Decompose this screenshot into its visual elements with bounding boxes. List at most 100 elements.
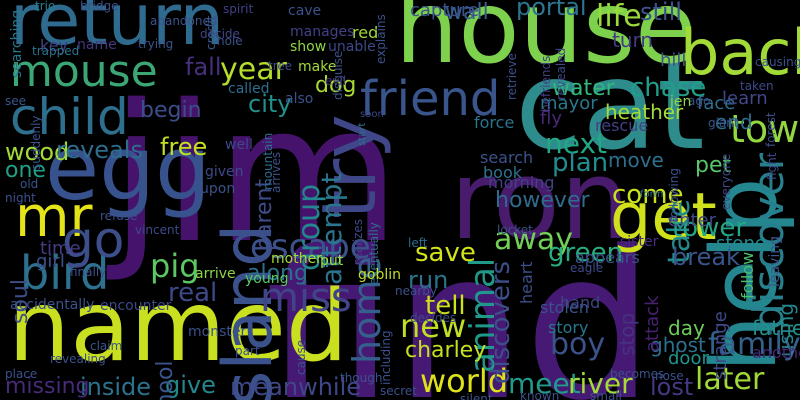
cloud-word: dog xyxy=(315,73,357,98)
cloud-word: manages xyxy=(290,24,355,40)
cloud-word: small xyxy=(590,389,622,400)
cloud-word: suddenly xyxy=(29,115,43,170)
cloud-word: find xyxy=(265,208,655,400)
cloud-word: learn xyxy=(722,88,768,109)
cloud-word: stolen xyxy=(540,298,589,317)
cloud-word: heart xyxy=(517,260,536,304)
cloud-word: claim xyxy=(90,339,123,353)
cloud-word: life xyxy=(596,0,642,34)
cloud-word: place xyxy=(5,367,38,381)
cloud-word: time xyxy=(40,238,81,259)
cloud-word: follow xyxy=(738,252,757,300)
cloud-word: taken xyxy=(740,79,774,93)
cloud-word: friend xyxy=(360,71,501,127)
cloud-word: sister xyxy=(620,234,659,250)
cloud-word: reveals xyxy=(56,136,143,164)
cloud-word: back xyxy=(680,16,800,89)
cloud-word: force xyxy=(474,113,515,132)
cloud-word: silent xyxy=(460,392,493,400)
cloud-word: bridge xyxy=(80,0,119,13)
cloud-word: accidentally xyxy=(10,297,95,313)
cloud-word: attack xyxy=(642,295,663,353)
cloud-word: key xyxy=(40,36,69,55)
cloud-word: also xyxy=(285,91,314,107)
cloud-word: return xyxy=(10,0,225,61)
cloud-word: spirit xyxy=(223,2,254,16)
cloud-word: break xyxy=(672,243,740,271)
cloud-word: later xyxy=(695,362,765,397)
cloud-word: name xyxy=(77,37,117,53)
cloud-word: abandoned xyxy=(150,14,218,28)
cloud-word: egg xyxy=(45,117,211,220)
cloud-word: away xyxy=(494,222,574,257)
cloud-word: school xyxy=(153,360,178,400)
cloud-word: show xyxy=(290,39,327,55)
cloud-word: bird xyxy=(20,246,110,300)
cloud-word: jim xyxy=(110,64,401,285)
cloud-word: inside xyxy=(80,373,152,400)
cloud-word: strange xyxy=(710,311,731,381)
cloud-word: put xyxy=(320,253,344,269)
cloud-word: ghost xyxy=(650,333,706,357)
cloud-word: nearby xyxy=(395,284,437,298)
cloud-word: goblin xyxy=(358,267,401,283)
cloud-word: capture xyxy=(410,0,479,21)
cloud-word: new xyxy=(400,307,467,345)
cloud-word: hole xyxy=(217,34,243,48)
cloud-word: move xyxy=(608,148,664,172)
cloud-word: revealing xyxy=(50,352,106,366)
cloud-word: missing xyxy=(5,374,90,399)
cloud-word: portal xyxy=(516,0,587,21)
cloud-word: river xyxy=(568,367,633,400)
cloud-word: begin xyxy=(140,98,202,123)
cloud-word: nose xyxy=(655,369,684,383)
cloud-word: girl xyxy=(36,251,65,272)
cloud-word: hill xyxy=(660,50,687,71)
cloud-word: causing xyxy=(755,55,800,69)
cloud-word: decides xyxy=(410,311,457,325)
cloud-word: form xyxy=(640,189,664,200)
cloud-word: pig xyxy=(150,247,200,285)
cloud-word: named xyxy=(8,270,349,384)
cloud-word: meet xyxy=(508,367,581,400)
cloud-word: called xyxy=(228,81,270,97)
cloud-word: house xyxy=(395,0,697,86)
cloud-word: fight xyxy=(765,152,779,181)
cloud-word: mayor xyxy=(540,93,598,114)
cloud-word: boy xyxy=(550,327,606,362)
cloud-word: discovers xyxy=(486,261,516,385)
cloud-word: befriends xyxy=(539,55,553,112)
cloud-word: run xyxy=(408,266,449,294)
cloud-word: trio xyxy=(35,0,56,13)
cloud-word: arrives xyxy=(269,152,283,194)
cloud-word: retrieve xyxy=(505,53,519,100)
cloud-word: upon xyxy=(200,181,236,197)
cloud-word: end xyxy=(715,110,753,134)
cloud-word: tell xyxy=(425,291,466,321)
cloud-word: old xyxy=(20,177,39,191)
cloud-word: miss xyxy=(260,275,352,321)
cloud-word: finally xyxy=(70,265,107,279)
cloud-word: stone xyxy=(716,233,766,254)
cloud-word: mouse xyxy=(10,46,158,97)
cloud-word: lost xyxy=(650,373,694,400)
cloud-word: vincent xyxy=(135,223,180,237)
cloud-word: save xyxy=(415,238,476,268)
cloud-word: meanwhile xyxy=(230,373,362,400)
cloud-word: mother xyxy=(271,251,322,267)
cloud-word: refuse xyxy=(100,209,138,223)
cloud-word: get xyxy=(610,180,717,255)
cloud-word: day xyxy=(668,316,705,340)
cloud-word: disguise xyxy=(331,50,345,100)
cloud-word: door xyxy=(668,348,709,369)
cloud-word: everyone xyxy=(719,153,733,210)
cloud-word: arrive xyxy=(195,266,236,282)
cloud-word: encounter xyxy=(100,298,172,314)
cloud-word: red xyxy=(352,23,379,42)
cloud-word: hand xyxy=(560,293,601,312)
cloud-word: see xyxy=(5,94,27,108)
cloud-word: searching xyxy=(9,9,25,78)
cloud-word: face xyxy=(697,93,736,114)
cloud-word: known xyxy=(520,389,560,400)
cloud-word: charley xyxy=(405,338,487,363)
